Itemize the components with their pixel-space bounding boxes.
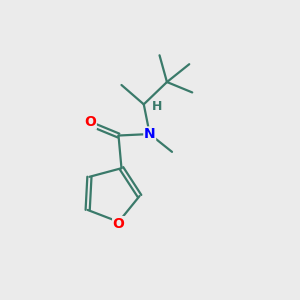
- Text: N: N: [144, 127, 155, 141]
- Text: O: O: [113, 217, 124, 231]
- Text: O: O: [84, 115, 96, 129]
- Text: H: H: [152, 100, 162, 113]
